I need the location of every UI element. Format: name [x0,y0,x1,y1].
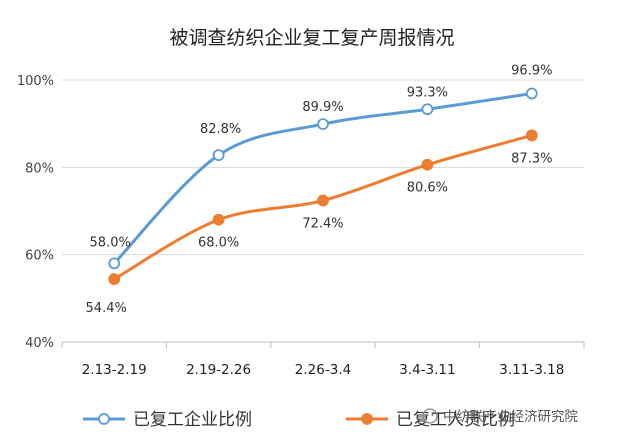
x-tick-label: 2.13-2.19 [82,362,147,378]
x-tick-label: 3.4-3.11 [399,362,455,378]
x-tick-label: 2.19-2.26 [186,362,251,378]
y-tick-label: 100% [17,74,54,89]
data-point [108,257,121,270]
y-tick-label: 80% [25,161,54,176]
data-label: 80.6% [407,181,448,196]
series-line-2 [112,133,534,281]
data-point [317,194,329,207]
chart-title: 被调查纺织企业复工复产周报情况 [169,27,454,49]
data-point [212,213,225,226]
watermark-text: 中纺联产业经济研究院 [443,409,578,425]
wechat-icon [422,408,438,424]
grid [61,79,585,348]
data-point [421,158,434,171]
data-point [525,87,538,100]
data-label: 87.3% [511,151,552,166]
legend-marker [98,413,110,425]
data-label: 58.0% [90,235,131,250]
data-label: 68.0% [198,236,239,251]
y-axis-ticks: 40% 60% 80% 100% [17,74,54,351]
x-tick-label: 3.11-3.18 [499,362,564,378]
y-tick-label: 40% [25,336,54,351]
data-label: 93.3% [407,85,448,100]
legend-marker [361,413,373,425]
data-point [317,118,329,131]
x-axis-ticks: 2.13-2.19 2.19-2.26 2.26-3.4 3.4-3.11 3.11-3… [82,362,565,378]
watermark: 中纺联产业经济研究院 [422,408,578,425]
series-points [108,87,538,286]
y-tick-label: 60% [25,249,54,264]
data-label: 89.9% [302,100,343,115]
data-point [421,103,434,116]
data-point [108,273,121,286]
data-label: 54.4% [86,301,127,316]
data-label: 72.4% [302,217,343,232]
data-label: 82.8% [200,122,241,137]
legend: 已复工企业比例 已复工人员比例 [83,410,515,430]
legend-label: 已复工企业比例 [133,410,252,430]
x-tick-label: 2.26-3.4 [295,362,351,378]
data-label: 96.9% [511,64,552,79]
data-labels: 58.0% 82.8% 89.9% 93.3% 96.9% 54.4% 68.0% 72.4%… [86,64,553,317]
data-point [212,149,225,162]
legend-label: 已复工人员比例 [396,410,515,430]
data-point [525,129,538,142]
